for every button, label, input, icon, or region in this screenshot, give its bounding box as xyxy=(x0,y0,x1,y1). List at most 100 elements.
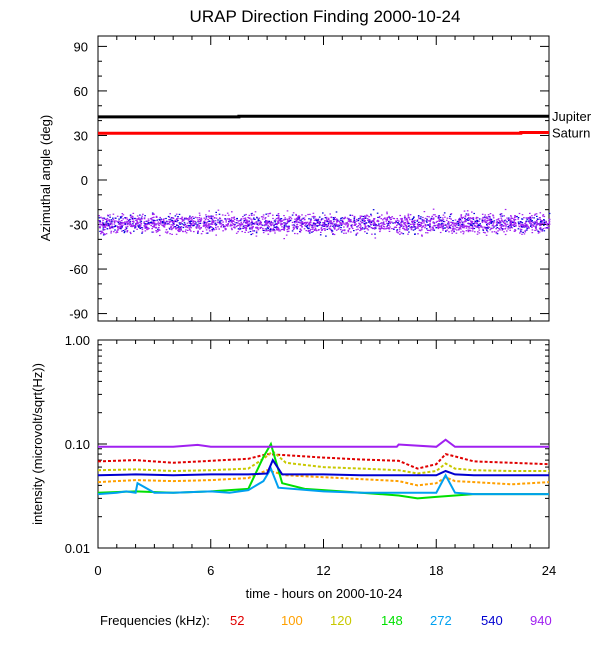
azimuth-point xyxy=(408,223,410,225)
azimuth-point xyxy=(205,214,207,216)
azimuth-point xyxy=(314,226,316,228)
azimuth-point xyxy=(513,223,515,226)
azimuth-point xyxy=(486,224,488,227)
azimuth-point xyxy=(151,228,153,230)
azimuth-point xyxy=(489,217,491,219)
azimuth-point xyxy=(500,217,503,219)
azimuth-point xyxy=(414,228,416,230)
azimuth-point xyxy=(380,218,383,220)
azimuth-point xyxy=(243,214,246,216)
azimuth-point xyxy=(265,222,267,224)
azimuth-point xyxy=(442,228,444,230)
azimuth-point xyxy=(467,214,470,216)
azimuth-point xyxy=(528,227,530,229)
azimuth-point xyxy=(332,233,334,235)
azimuth-point xyxy=(412,226,414,228)
azimuth-point xyxy=(361,228,364,230)
azimuth-point xyxy=(399,224,402,227)
azimuth-point xyxy=(363,219,366,221)
azimuth-point xyxy=(184,230,187,233)
azimuth-point xyxy=(454,228,457,230)
azimuth-point xyxy=(444,216,446,218)
azimuth-point xyxy=(501,229,504,231)
azimuth-point xyxy=(327,224,329,227)
azimuth-point xyxy=(183,222,186,224)
azimuth-point xyxy=(319,221,321,223)
azimuth-point xyxy=(525,225,527,227)
azimuth-point xyxy=(278,228,280,230)
azimuth-point xyxy=(133,230,135,232)
azimuth-point xyxy=(442,214,445,216)
azimuth-point xyxy=(223,225,225,227)
azimuth-point xyxy=(296,223,299,225)
azimuth-point xyxy=(193,222,196,224)
azimuth-point xyxy=(205,232,208,234)
azimuth-point xyxy=(474,231,476,233)
azimuth-point xyxy=(205,216,208,218)
azimuth-point xyxy=(283,222,285,224)
azimuth-point xyxy=(337,219,339,221)
azimuth-point xyxy=(283,225,286,228)
azimuth-point xyxy=(245,228,247,230)
azimuth-point xyxy=(371,233,373,235)
azimuth-point xyxy=(289,219,292,221)
azimuth-point xyxy=(473,222,476,224)
azimuth-point xyxy=(269,212,272,214)
azimuth-point xyxy=(407,225,410,227)
azimuth-point xyxy=(135,219,137,221)
azimuth-point xyxy=(420,222,423,224)
intensity-ytick-label: 0.10 xyxy=(65,437,90,452)
azimuth-point xyxy=(255,226,257,228)
azimuth-point xyxy=(326,228,329,230)
azimuth-point xyxy=(387,216,389,218)
azimuth-point xyxy=(330,225,332,227)
azimuth-point xyxy=(517,218,519,220)
azimuth-point xyxy=(329,228,332,230)
azimuth-point xyxy=(288,227,290,229)
azimuth-point xyxy=(163,223,166,225)
azimuth-point xyxy=(339,222,341,224)
azimuth-point xyxy=(528,217,530,219)
azimuth-point xyxy=(163,218,165,220)
azimuth-point xyxy=(386,219,389,221)
azimuth-point xyxy=(457,222,460,224)
azimuth-point xyxy=(367,221,370,223)
azimuth-point xyxy=(451,232,453,234)
azimuth-point xyxy=(424,227,426,229)
azimuth-point xyxy=(514,222,516,224)
azimuth-point xyxy=(158,218,161,220)
azimuth-point xyxy=(140,224,142,226)
azimuth-point xyxy=(293,221,296,223)
azimuth-point xyxy=(255,221,258,223)
azimuth-point xyxy=(247,216,249,219)
azimuth-point xyxy=(141,218,143,220)
azimuth-point xyxy=(352,221,354,223)
azimuth-point xyxy=(288,225,290,227)
azimuth-point xyxy=(171,217,174,219)
azimuth-point xyxy=(155,215,158,217)
azimuth-point xyxy=(190,230,192,232)
azimuth-point xyxy=(271,222,274,224)
azimuth-point xyxy=(291,224,294,226)
azimuth-point xyxy=(197,232,199,234)
azimuth-point xyxy=(467,222,469,225)
azimuth-point xyxy=(113,223,116,225)
intensity-xtick-label: 24 xyxy=(542,563,556,578)
azimuth-point xyxy=(364,231,366,233)
azimuth-point xyxy=(386,218,389,220)
azimuth-point xyxy=(319,234,322,236)
azimuth-point xyxy=(264,228,267,230)
azimuth-point xyxy=(401,225,403,227)
azimuth-point xyxy=(521,222,524,224)
azimuth-point xyxy=(188,218,191,220)
azimuth-point xyxy=(301,221,304,223)
azimuth-point xyxy=(473,223,475,225)
azimuth-point xyxy=(412,220,414,222)
azimuth-point xyxy=(299,231,302,233)
azimuth-point xyxy=(489,221,492,223)
azimuth-point xyxy=(457,224,460,226)
azimuth-point xyxy=(217,226,219,228)
azimuth-point xyxy=(508,219,511,221)
azimuth-point xyxy=(210,226,212,228)
